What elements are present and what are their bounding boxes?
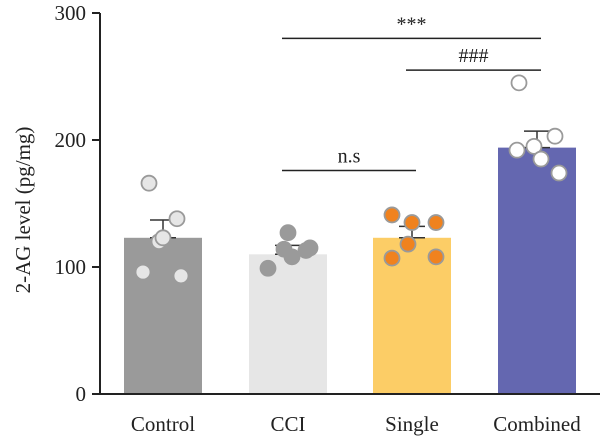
significance-label: *** [397, 13, 427, 35]
data-points-group [134, 74, 568, 285]
data-point-single [383, 206, 401, 224]
data-point-single [427, 214, 445, 231]
data-point-cci [297, 242, 315, 259]
bars-group [124, 147, 576, 394]
data-point-control [168, 210, 186, 228]
data-point-cci [259, 259, 277, 277]
axes-group [99, 13, 600, 395]
bar-cci [249, 254, 327, 394]
data-point-single [403, 214, 421, 231]
x-tick-label-control: Control [131, 412, 195, 436]
data-point-control [140, 174, 158, 192]
bar-combined [498, 147, 576, 394]
bar-control [124, 237, 202, 394]
data-point-cci [283, 248, 301, 266]
data-point-control [172, 267, 190, 285]
data-point-combined [525, 137, 543, 155]
data-point-single [399, 235, 417, 253]
y-tick-label: 100 [55, 255, 87, 279]
x-tick-label-combined: Combined [493, 412, 581, 436]
y-tick-label: 200 [55, 128, 87, 152]
y-tick-label: 0 [76, 382, 87, 406]
data-point-control [154, 229, 172, 247]
data-point-combined [510, 74, 528, 92]
y-axis-title: 2-AG level (pg/mg) [11, 127, 35, 294]
data-point-combined [550, 164, 568, 182]
data-point-cci [279, 224, 297, 242]
y-ticks-group: 0 100 200 300 [55, 1, 100, 406]
significance-bracket: ### [406, 45, 541, 71]
data-point-combined [532, 150, 550, 168]
x-tick-label-single: Single [385, 412, 439, 436]
x-labels-group: Control CCI Single Combined [131, 412, 581, 436]
data-point-control [134, 263, 152, 281]
y-tick-label: 300 [55, 1, 87, 25]
data-point-combined [546, 127, 564, 145]
data-point-single [427, 248, 445, 266]
significance-group: *** ### n.s [282, 13, 541, 172]
x-tick-label-cci: CCI [270, 412, 305, 436]
significance-label: ### [459, 45, 489, 67]
data-point-single [383, 249, 401, 267]
significance-bracket: n.s [282, 145, 416, 172]
significance-bracket: *** [282, 13, 541, 40]
significance-label: n.s [338, 145, 361, 167]
data-point-combined [508, 141, 526, 159]
